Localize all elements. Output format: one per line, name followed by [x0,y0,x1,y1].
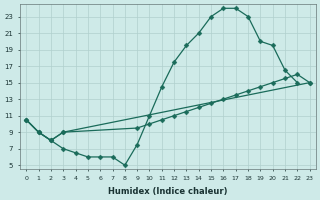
X-axis label: Humidex (Indice chaleur): Humidex (Indice chaleur) [108,187,228,196]
